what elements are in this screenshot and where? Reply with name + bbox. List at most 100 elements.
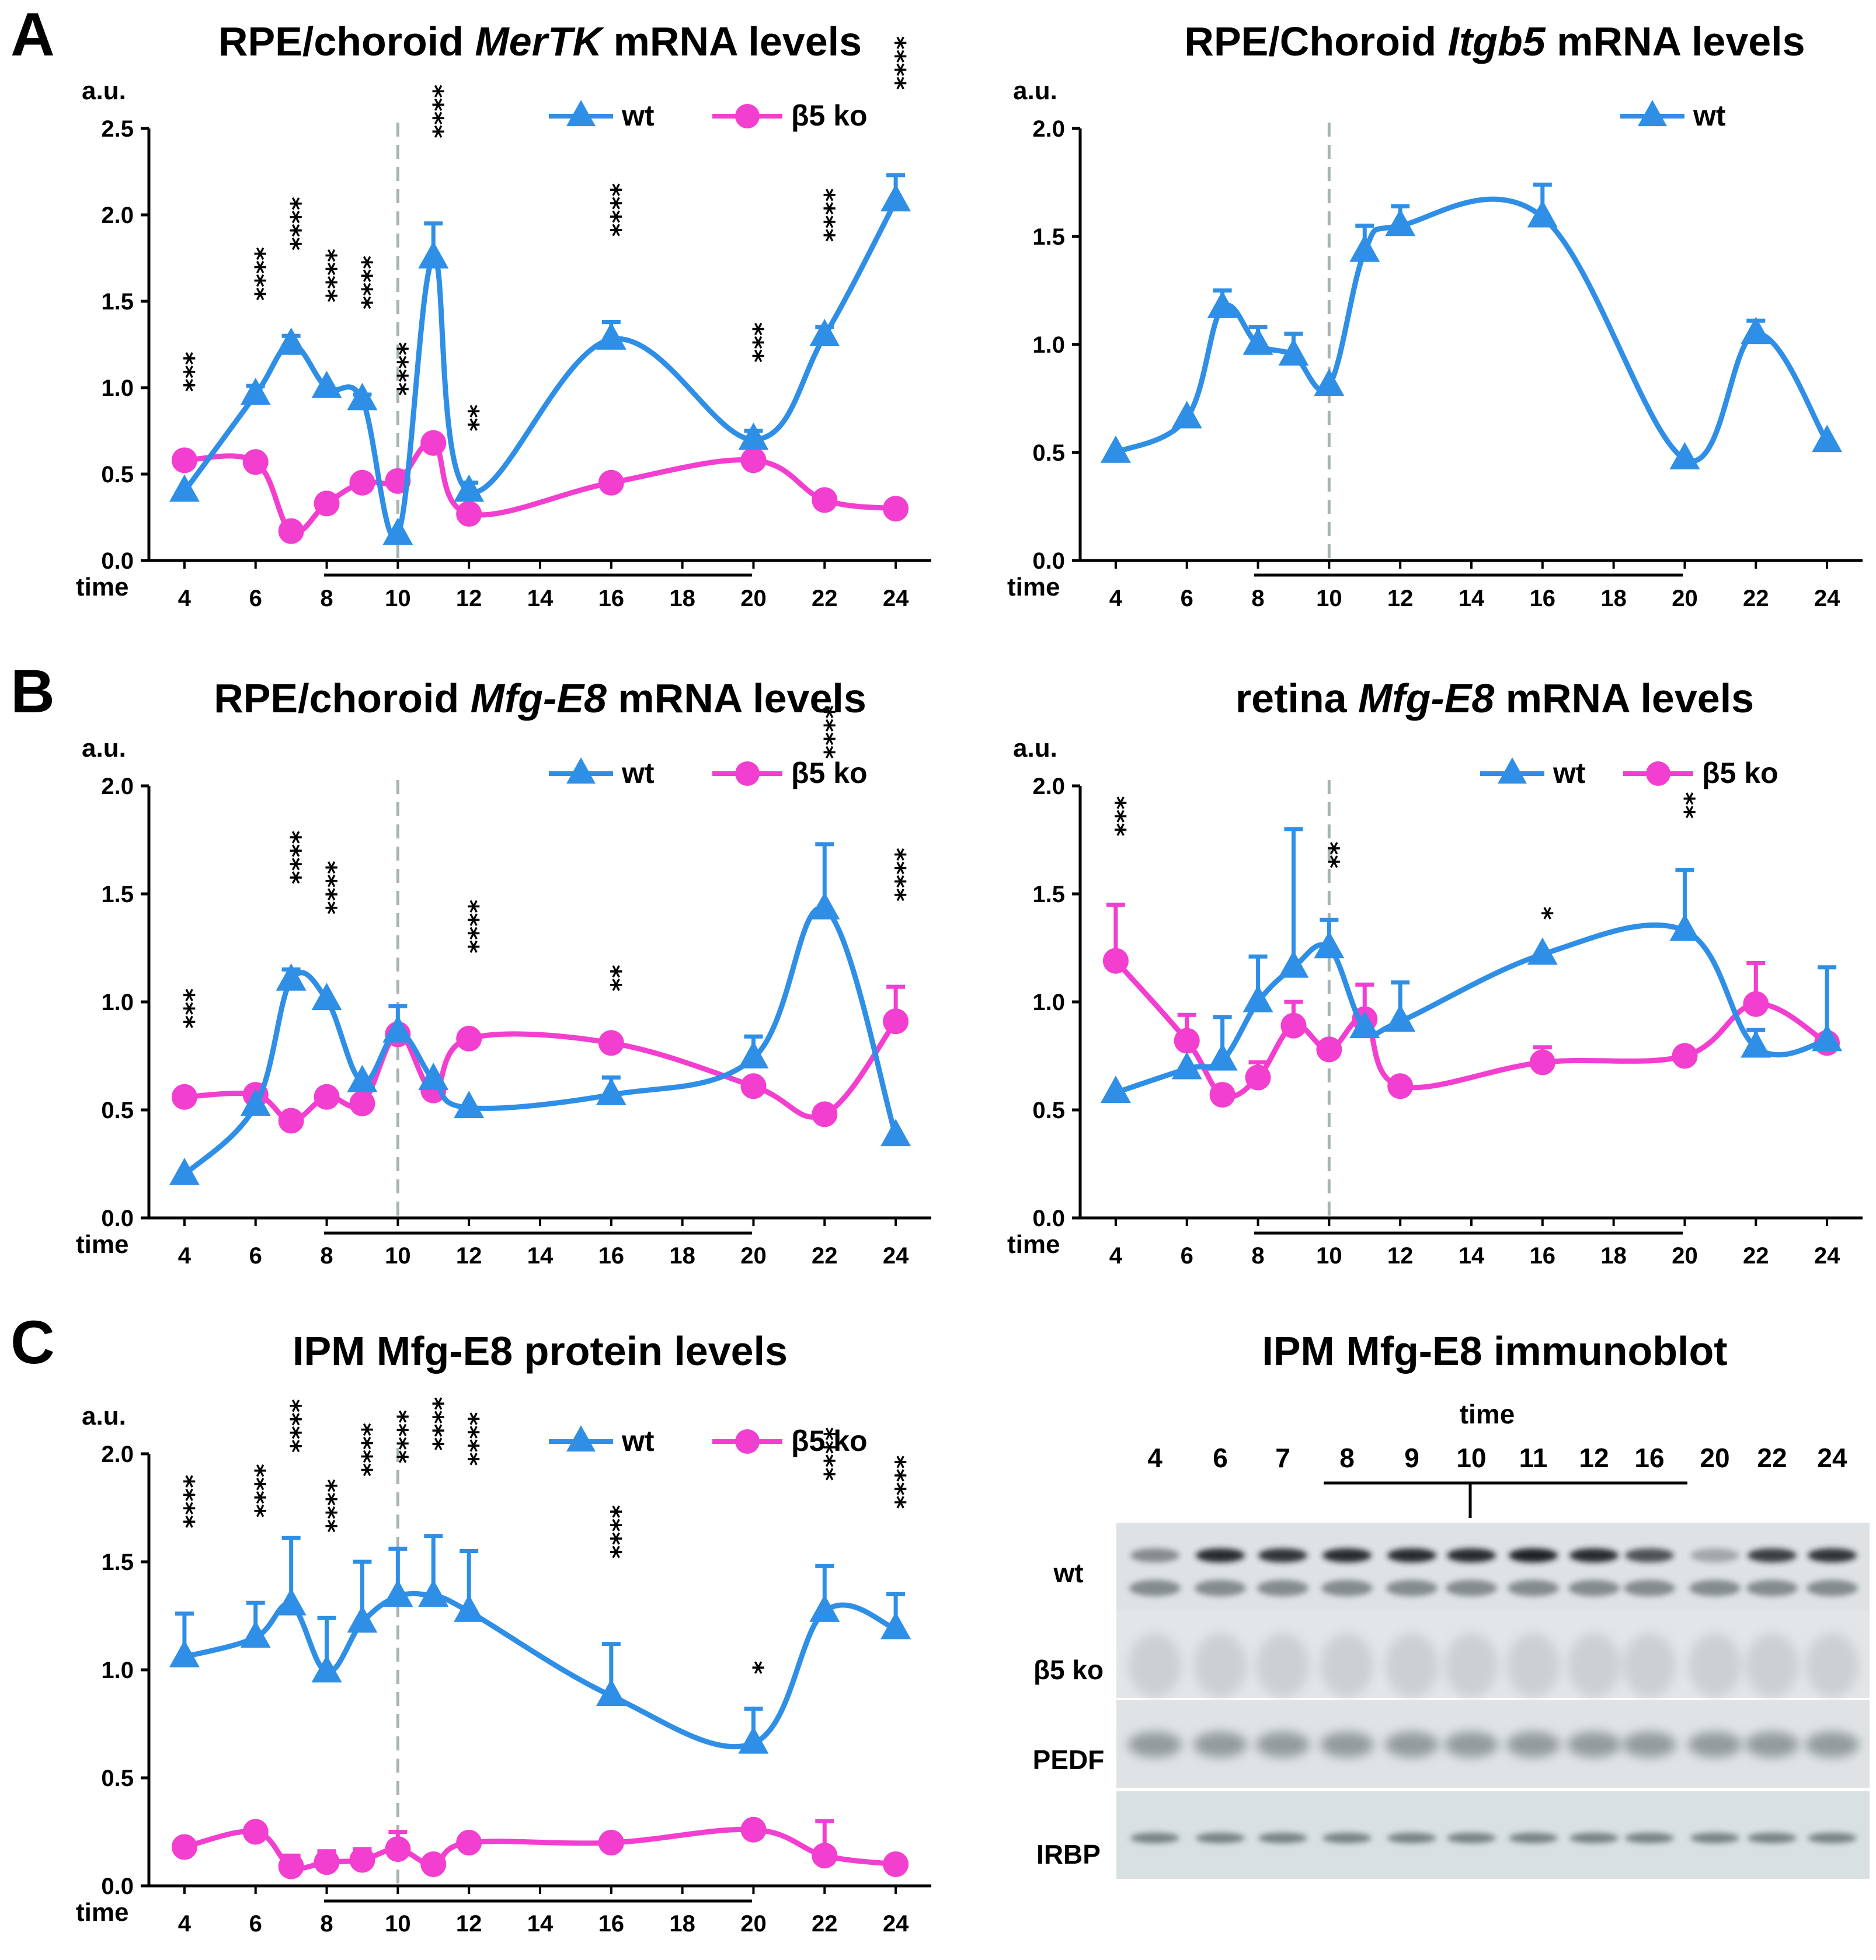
band-irbp <box>1690 1833 1739 1843</box>
x-tick-label: 24 <box>883 1911 909 1937</box>
y-axis-label: a.u. <box>1013 76 1057 105</box>
x-axis-label: time <box>76 573 128 601</box>
immunoblot-lane-label: 9 <box>1404 1443 1419 1473</box>
band-pedf <box>1688 1732 1742 1757</box>
data-point-ko <box>456 1025 482 1052</box>
data-point-ko <box>171 1834 197 1860</box>
data-point-ko <box>598 469 624 496</box>
band-wt-upper <box>1690 1548 1739 1562</box>
immunoblot-time-label: time <box>1460 1399 1515 1429</box>
data-point-wt <box>1207 291 1238 318</box>
data-point-wt <box>418 1579 449 1607</box>
immunoblot-lane-labels: 4 6 7 8 9 10 11 12 16 20 22 24 <box>1147 1443 1847 1473</box>
y-tick-label: 1.0 <box>101 1658 134 1683</box>
data-point-ko <box>278 1853 304 1879</box>
significance-marker: *** <box>170 988 200 1029</box>
y-tick-label: 1.0 <box>101 990 134 1015</box>
band-wt-lower <box>1321 1580 1373 1596</box>
chart-title: RPE/Choroid Itgb5 mRNA levels <box>1184 19 1805 64</box>
significance-marker: ** <box>597 965 627 991</box>
legend-marker-wt <box>566 1425 596 1452</box>
data-point-ko <box>1529 1049 1555 1075</box>
x-axis-label: time <box>1007 1230 1060 1259</box>
data-point-wt <box>1100 1075 1131 1103</box>
significance-marker: **** <box>881 848 911 901</box>
series-line-wt <box>182 905 899 1177</box>
data-point-wt <box>276 327 307 355</box>
chart-title-post: mRNA levels <box>602 19 862 64</box>
y-tick-label: 1.0 <box>101 375 134 401</box>
immunoblot-lane-label: 8 <box>1339 1443 1355 1473</box>
immunoblot-lane-label: 4 <box>1147 1443 1163 1473</box>
immunoblot-strip <box>1116 1523 1870 1610</box>
data-point-ko <box>278 1108 304 1134</box>
data-point-wt <box>1242 327 1273 355</box>
x-tick-label: 16 <box>598 1243 625 1269</box>
y-tick-label: 1.0 <box>1032 990 1065 1015</box>
legend-marker-wt <box>566 757 596 784</box>
data-point-wt <box>1314 931 1345 959</box>
x-tick-label: 18 <box>669 1243 695 1269</box>
data-point-ko <box>456 1830 482 1855</box>
data-point-wt <box>1812 1023 1843 1052</box>
band-wt-upper <box>1748 1548 1797 1562</box>
y-tick-label: 1.5 <box>101 882 134 907</box>
data-point-wt <box>276 1588 307 1616</box>
immunoblot-strip <box>1116 1791 1870 1879</box>
x-tick-label: 18 <box>1600 1243 1627 1269</box>
immunoblot-lane-label: 10 <box>1456 1443 1486 1473</box>
x-axis-label: time <box>76 1898 128 1927</box>
chart-title: retina Mfg-E8 mRNA levels <box>1235 676 1754 721</box>
significance-marker: *** <box>170 351 200 392</box>
data-point-wt <box>596 322 627 350</box>
significance-marker: **** <box>810 1427 840 1481</box>
x-tick-label: 22 <box>812 586 838 611</box>
band-irbp <box>1196 1833 1245 1843</box>
legend-label-ko: β5 ko <box>1702 757 1778 789</box>
x-tick-label: 24 <box>883 586 909 611</box>
significance-marker: **** <box>277 830 307 884</box>
significance-marker: **** <box>419 1397 448 1451</box>
data-point-ko <box>242 449 269 475</box>
x-tick-label: 14 <box>527 1243 554 1269</box>
immunoblot: IPM Mfg-E8 immunoblot time 4 6 7 8 9 10 11 12 16… <box>1033 1328 1870 1879</box>
y-axis-label: a.u. <box>82 734 126 763</box>
x-tick-label: 14 <box>1459 586 1485 611</box>
x-tick-label: 16 <box>1530 586 1556 611</box>
data-point-wt <box>347 382 378 410</box>
band-irbp <box>1509 1833 1558 1843</box>
band-irbp <box>1447 1833 1496 1843</box>
legend-label-ko: β5 ko <box>791 1425 868 1457</box>
data-point-wt <box>240 377 271 405</box>
x-tick-label: 4 <box>1109 586 1123 611</box>
data-point-ko <box>598 1030 624 1056</box>
x-tick-label: 4 <box>178 586 192 611</box>
data-point-ko <box>740 1073 767 1099</box>
x-tick-label: 24 <box>1814 586 1840 611</box>
immunoblot-lane-label: 6 <box>1213 1443 1228 1473</box>
data-point-ko <box>740 447 767 474</box>
x-tick-label: 16 <box>598 1911 625 1937</box>
data-point-ko <box>420 1851 447 1877</box>
data-point-ko <box>1102 948 1129 974</box>
immunoblot-lane-label: 12 <box>1579 1443 1609 1473</box>
y-tick-label: 1.5 <box>101 1550 134 1575</box>
legend-marker-ko <box>735 761 760 786</box>
band-wt-upper <box>1808 1548 1857 1562</box>
data-point-wt <box>1527 200 1558 228</box>
y-tick-label: 0.0 <box>1032 1206 1065 1231</box>
data-point-wt <box>382 517 413 545</box>
significance-marker: **** <box>597 1505 627 1559</box>
band-pedf <box>1506 1732 1560 1757</box>
series-line-wt <box>182 200 899 541</box>
y-axis-label: a.u. <box>82 1402 126 1430</box>
x-tick-label: 10 <box>385 586 411 611</box>
series-line-wt <box>1114 196 1829 464</box>
y-tick-label: 1.5 <box>101 289 134 315</box>
data-point-wt <box>738 1041 769 1068</box>
data-point-wt <box>311 983 342 1011</box>
data-point-ko <box>812 1843 838 1869</box>
band-wt-lower <box>1746 1580 1798 1596</box>
band-wt-upper <box>1447 1548 1496 1562</box>
data-point-ko <box>349 469 375 496</box>
